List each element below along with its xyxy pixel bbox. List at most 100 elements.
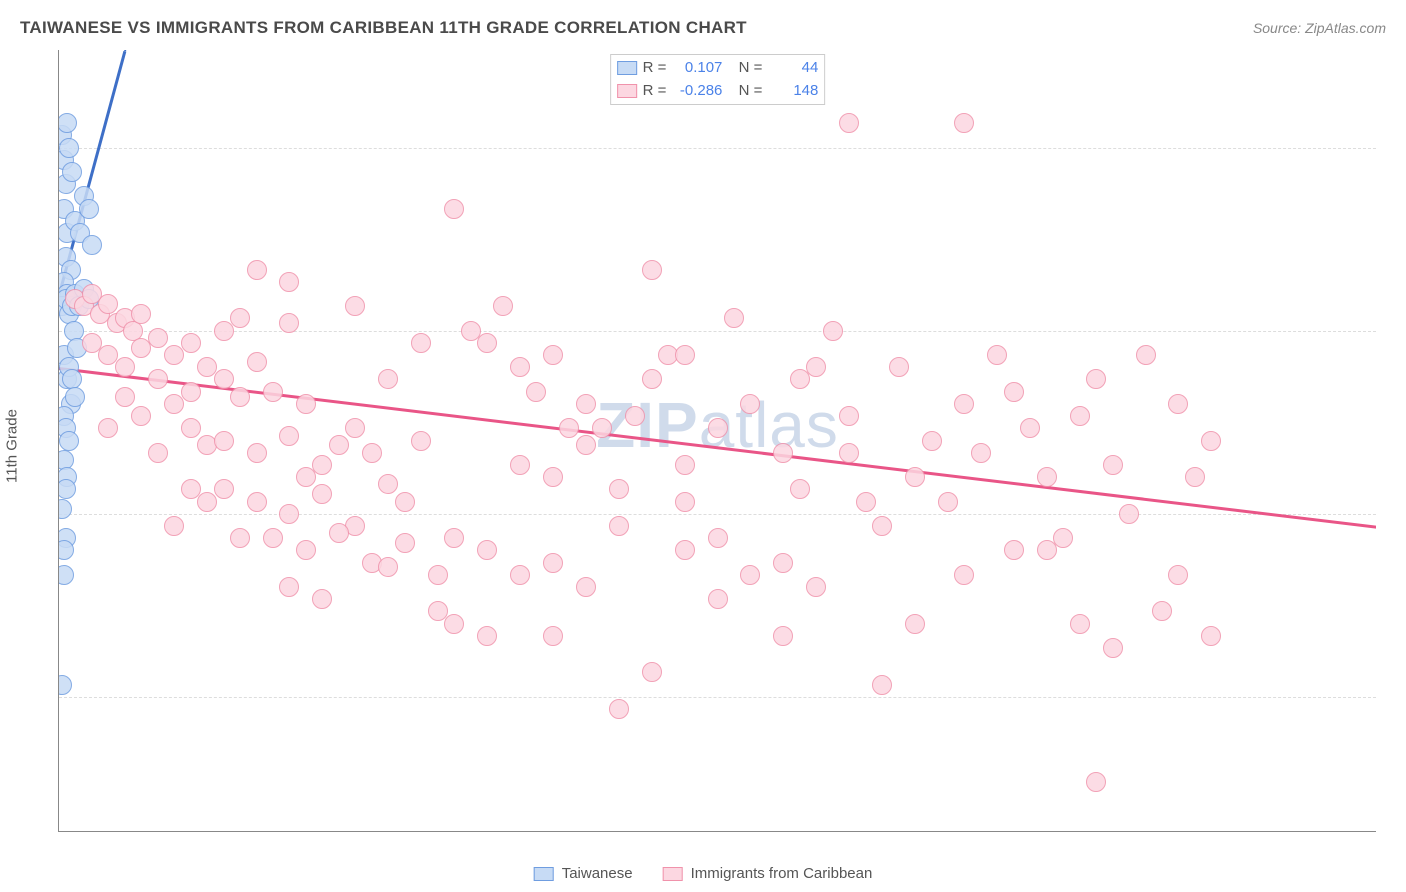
data-point [247,260,267,280]
data-point [230,528,250,548]
data-point [247,352,267,372]
data-point [609,699,629,719]
data-point [675,540,695,560]
series-legend: Taiwanese Immigrants from Caribbean [534,865,873,882]
y-axis-label: 11th Grade [4,409,21,483]
data-point [576,577,596,597]
gridline [59,148,1376,149]
data-point [675,492,695,512]
data-point [395,492,415,512]
data-point [279,426,299,446]
data-point [773,626,793,646]
gridline [59,331,1376,332]
data-point [58,540,74,560]
data-point [806,357,826,377]
data-point [592,418,612,438]
data-point [1152,601,1172,621]
x-tick [1047,831,1048,832]
n-value-taiwanese: 44 [768,57,818,80]
data-point [58,565,74,585]
data-point [954,394,974,414]
scatter-chart: ZIPatlas R = 0.107 N = 44 R = -0.286 N =… [58,50,1376,832]
data-point [58,499,72,519]
data-point [609,479,629,499]
data-point [773,553,793,573]
data-point [378,557,398,577]
data-point [59,431,79,451]
gridline [59,697,1376,698]
data-point [181,418,201,438]
data-point [773,443,793,463]
data-point [823,321,843,341]
data-point [181,333,201,353]
data-point [1168,394,1188,414]
source-prefix: Source: [1253,20,1305,36]
data-point [131,304,151,324]
legend-item-caribbean: Immigrants from Caribbean [663,865,873,882]
data-point [378,369,398,389]
data-point [790,479,810,499]
legend-label-caribbean: Immigrants from Caribbean [691,865,873,882]
data-point [279,577,299,597]
data-point [395,533,415,553]
data-point [98,294,118,314]
data-point [428,565,448,585]
data-point [543,553,563,573]
data-point [79,199,99,219]
data-point [378,474,398,494]
data-point [131,406,151,426]
data-point [279,272,299,292]
x-tick [882,831,883,832]
data-point [1070,614,1090,634]
data-point [312,589,332,609]
n-label: N = [739,57,763,80]
data-point [296,540,316,560]
data-point [740,565,760,585]
data-point [609,516,629,536]
data-point [806,577,826,597]
data-point [58,675,72,695]
source-name: ZipAtlas.com [1305,20,1386,36]
data-point [59,138,79,158]
data-point [477,333,497,353]
legend-label-taiwanese: Taiwanese [562,865,633,882]
data-point [526,382,546,402]
data-point [411,333,431,353]
data-point [62,162,82,182]
x-tick [59,831,60,832]
data-point [115,357,135,377]
data-point [197,492,217,512]
data-point [214,479,234,499]
data-point [247,443,267,463]
data-point [708,418,728,438]
data-point [708,528,728,548]
data-point [444,199,464,219]
n-value-caribbean: 148 [768,80,818,103]
stats-row-caribbean: R = -0.286 N = 148 [617,80,819,103]
data-point [247,492,267,512]
data-point [576,394,596,414]
x-tick [388,831,389,832]
data-point [214,369,234,389]
data-point [345,418,365,438]
data-point [543,467,563,487]
data-point [82,235,102,255]
data-point [642,662,662,682]
data-point [312,455,332,475]
data-point [642,260,662,280]
data-point [230,387,250,407]
data-point [58,479,76,499]
data-point [625,406,645,426]
data-point [263,382,283,402]
data-point [1168,565,1188,585]
data-point [428,601,448,621]
data-point [312,484,332,504]
data-point [543,626,563,646]
data-point [1070,406,1090,426]
data-point [1185,467,1205,487]
r-label: R = [643,80,667,103]
x-tick [224,831,225,832]
data-point [1201,626,1221,646]
data-point [675,455,695,475]
data-point [477,626,497,646]
